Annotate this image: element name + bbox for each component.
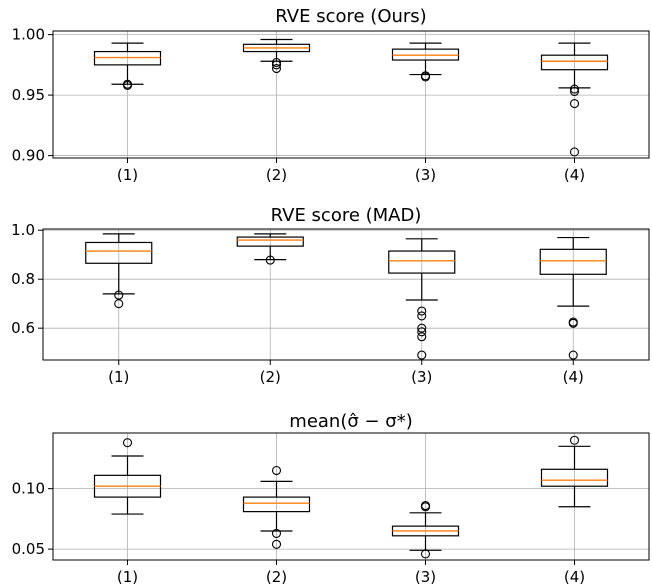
panel-3: mean(σ̂ − σ*) 0.05 0.10 (1) (2) (3) (4) — [12, 411, 650, 586]
y-tick-label: 0.95 — [12, 86, 45, 104]
box-2 — [236, 233, 304, 265]
outlier-point — [271, 528, 282, 538]
panel-1: RVE score (Ours) 0.90 0.95 1.00 (1) (2) (3) (4) — [12, 6, 650, 184]
iqr-box — [540, 468, 609, 487]
iqr-box — [85, 241, 153, 264]
panel-title: RVE score (Ours) — [275, 6, 426, 27]
outlier-point — [569, 86, 580, 97]
outlier-point — [569, 99, 580, 109]
box-4 — [540, 435, 609, 508]
x-tick-label: (4) — [564, 166, 585, 184]
outlier-point — [271, 539, 282, 549]
box-1 — [85, 233, 153, 309]
y-tick-label: 0.10 — [12, 480, 45, 498]
x-tick-label: (1) — [117, 568, 138, 586]
outlier-point — [569, 84, 580, 94]
panel-2: RVE score (MAD) 0.6 0.8 1.0 (1) (2) (3) (4) — [11, 205, 650, 386]
x-tick-label: (3) — [415, 568, 436, 586]
outlier-point — [417, 350, 427, 360]
x-tick-label: (2) — [266, 568, 287, 586]
outlier-point — [568, 318, 578, 328]
outlier-point — [271, 63, 282, 74]
outlier-point — [122, 79, 133, 89]
outlier-point — [271, 60, 282, 70]
iqr-box — [388, 250, 456, 274]
outlier-point — [417, 327, 427, 337]
outlier-point — [417, 306, 427, 316]
outlier-point — [420, 71, 431, 81]
iqr-box — [236, 236, 304, 247]
outlier-point — [417, 323, 427, 333]
x-tick-label: (1) — [117, 166, 138, 184]
outlier-point — [417, 311, 427, 321]
x-tick-label: (2) — [260, 368, 281, 386]
box-3 — [391, 42, 460, 82]
axes-frame — [52, 30, 650, 159]
outlier-point — [114, 290, 124, 300]
outlier-point — [271, 57, 282, 67]
outlier-point — [569, 435, 580, 445]
x-tick-label: (2) — [266, 166, 287, 184]
outlier-point — [122, 438, 133, 448]
x-tick-label: (3) — [415, 166, 436, 184]
y-tick-label: 0.90 — [12, 147, 45, 165]
axes-frame — [42, 228, 650, 361]
x-tick-label: (1) — [108, 368, 129, 386]
outlier-point — [265, 255, 275, 265]
box-3 — [391, 501, 460, 559]
iqr-box — [539, 248, 607, 275]
y-tick-label: 0.05 — [12, 540, 45, 558]
outlier-point — [420, 549, 431, 559]
y-tick-label: 1.00 — [12, 26, 45, 44]
outlier-point — [420, 502, 431, 512]
box-4 — [540, 42, 609, 157]
panel-title: mean(σ̂ − σ*) — [289, 411, 412, 432]
box-2 — [242, 38, 311, 74]
box-3 — [388, 238, 456, 360]
box-4 — [539, 236, 607, 360]
axes-frame — [52, 432, 650, 561]
box-2 — [242, 465, 311, 549]
box-1 — [93, 438, 162, 515]
outlier-point — [114, 299, 124, 309]
iqr-box — [540, 54, 609, 71]
outlier-point — [569, 147, 580, 157]
x-tick-label: (4) — [564, 568, 585, 586]
x-tick-label: (4) — [563, 368, 584, 386]
y-tick-label: 0.6 — [11, 319, 35, 337]
y-tick-label: 0.8 — [11, 270, 35, 288]
x-tick-label: (3) — [411, 368, 432, 386]
box-1 — [93, 42, 162, 90]
outlier-point — [568, 350, 578, 360]
panel-title: RVE score (MAD) — [271, 205, 422, 226]
outlier-point — [271, 465, 282, 476]
y-tick-label: 1.0 — [11, 221, 35, 239]
iqr-box — [242, 496, 311, 513]
outlier-point — [417, 332, 427, 342]
